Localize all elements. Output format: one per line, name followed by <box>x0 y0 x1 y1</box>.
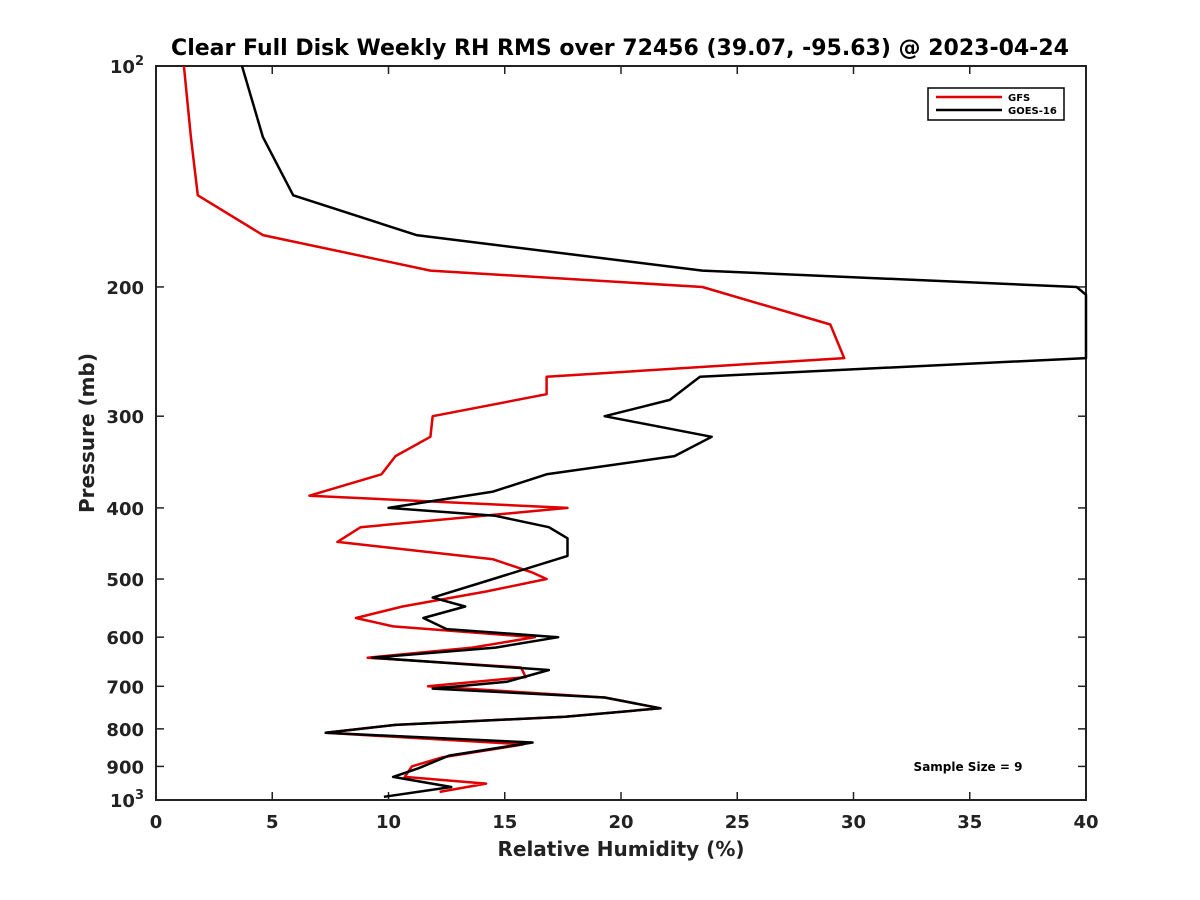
x-tick-label: 10 <box>376 812 401 833</box>
x-tick-label: 30 <box>841 812 866 833</box>
x-axis: 0 5 10 15 20 25 30 35 40 <box>150 66 1099 833</box>
x-tick-label: 0 <box>150 812 163 833</box>
x-tick-label: 35 <box>957 812 982 833</box>
y-axis: 102 200 300 400 500 600 700 800 900 103 <box>106 54 1086 812</box>
x-tick-label: 25 <box>725 812 750 833</box>
legend-label-gfs: GFS <box>1008 93 1030 104</box>
y-tick-label: 600 <box>106 628 144 649</box>
y-tick-label: 200 <box>106 278 144 299</box>
y-tick-label: 103 <box>110 788 144 812</box>
chart-title: Clear Full Disk Weekly RH RMS over 72456… <box>171 36 1069 61</box>
y-tick-label: 102 <box>110 54 144 78</box>
legend: GFS GOES-16 <box>927 87 1065 121</box>
y-tick-label: 800 <box>106 720 144 741</box>
y-tick-label: 300 <box>106 407 144 428</box>
y-tick-label: 900 <box>106 757 144 778</box>
sample-size-annotation: Sample Size = 9 <box>914 760 1023 774</box>
y-tick-label: 500 <box>106 570 144 591</box>
y-tick-label: 700 <box>106 677 144 698</box>
legend-label-goes16: GOES-16 <box>1008 106 1057 117</box>
plot-area: 102 200 300 400 500 600 700 800 900 103 0 5 10 15 20 2… <box>106 54 1098 833</box>
x-tick-label: 40 <box>1073 812 1098 833</box>
x-tick-label: 15 <box>492 812 517 833</box>
x-tick-label: 20 <box>608 812 633 833</box>
series-layer <box>182 65 1088 799</box>
series-line-goes16 <box>240 65 1088 799</box>
x-axis-label: Relative Humidity (%) <box>497 837 744 861</box>
legend-box <box>927 87 1065 121</box>
y-axis-label: Pressure (mb) <box>75 353 99 513</box>
x-tick-label: 5 <box>266 812 279 833</box>
y-tick-label: 400 <box>106 499 144 520</box>
axes-frame <box>155 65 1087 801</box>
